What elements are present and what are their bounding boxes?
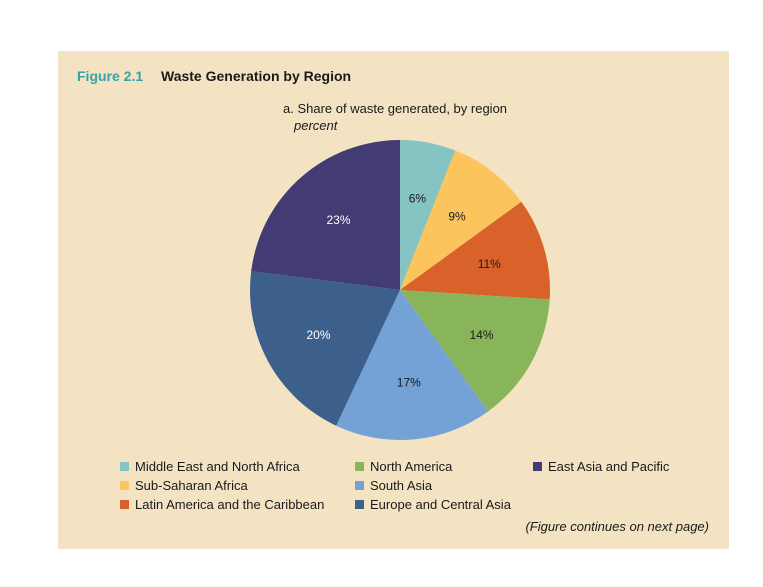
pie-slice [336,290,489,440]
legend-item-south-asia: South Asia [355,478,432,493]
legend-swatch [355,481,364,490]
legend-label: South Asia [370,478,433,493]
pie-slice-label: 17% [397,376,421,390]
pie-slice-label: 23% [326,213,350,227]
figure-number: Figure 2.1 [77,68,144,84]
legend-item-latin-america: Latin America and the Caribbean [120,497,324,512]
legend-label: East Asia and Pacific [548,459,670,474]
legend-label: North America [370,459,453,474]
legend-item-east-asia-pacific: East Asia and Pacific [533,459,669,474]
pie-slice-label: 6% [409,192,427,206]
pie-slice-label: 20% [306,328,330,342]
pie-slice [400,150,522,290]
chart-unit: percent [294,118,338,133]
pie-slice-label: 9% [448,210,466,224]
legend-swatch [533,462,542,471]
legend-item-middle-east: Middle East and North Africa [120,459,300,474]
legend-label: Latin America and the Caribbean [135,497,325,512]
legend-swatch [120,500,129,509]
legend-swatch [120,481,129,490]
legend-label: Middle East and North Africa [135,459,300,474]
legend-item-europe-central-asia: Europe and Central Asia [355,497,511,512]
pie-slice [400,140,456,290]
legend-swatch [355,500,364,509]
legend-item-north-america: North America [355,459,452,474]
pie-chart: 6% 9% 11% 14% 17% 20% 23% [249,140,550,440]
legend-label: Europe and Central Asia [370,497,511,512]
figure-panel: Figure 2.1 Waste Generation by Region a.… [58,51,729,549]
legend-item-sub-saharan: Sub-Saharan Africa [120,478,248,493]
chart-title: a. Share of waste generated, by region [283,101,508,116]
pie-slice [249,271,400,426]
legend-swatch [355,462,364,471]
figure-continues-note: (Figure continues on next page) [525,519,709,534]
pie-slice [400,201,550,300]
legend-swatch [120,462,129,471]
legend-label: Sub-Saharan Africa [135,478,248,493]
pie-slice-label: 11% [478,257,501,271]
figure-title: Waste Generation by Region [161,68,352,84]
pie-slice [251,140,400,290]
pie-slice [400,290,550,412]
pie-slice-label: 14% [469,328,493,342]
